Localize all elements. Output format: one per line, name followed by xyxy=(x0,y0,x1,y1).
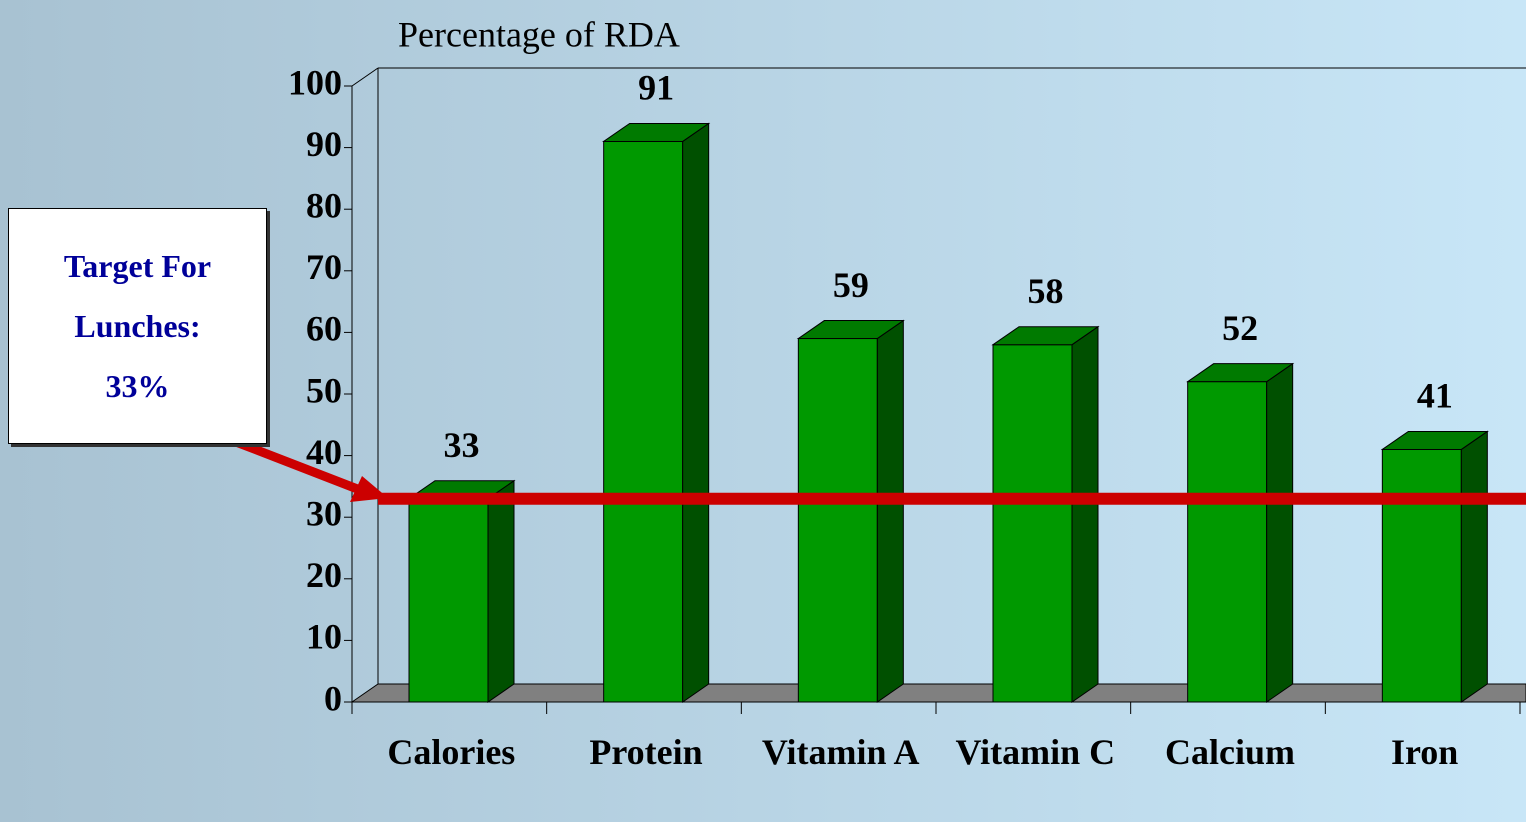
bar-front xyxy=(408,498,489,703)
y-tick-label: 90 xyxy=(306,124,342,164)
bar-side xyxy=(1071,325,1099,703)
bar-side xyxy=(1460,430,1488,703)
x-tick-label: Calcium xyxy=(1165,732,1295,772)
y-tick-label: 80 xyxy=(306,185,342,225)
bar-top xyxy=(991,326,1100,346)
bar-side xyxy=(1266,362,1294,703)
y-tick-label: 30 xyxy=(306,493,342,533)
value-label: 59 xyxy=(833,265,869,305)
bar-front xyxy=(1187,381,1268,703)
chart-title: Percentage of RDA xyxy=(398,14,680,54)
bar-front xyxy=(797,338,878,703)
y-tick-label: 40 xyxy=(306,432,342,472)
wall-edge xyxy=(351,67,379,87)
x-tick-label: Calories xyxy=(387,732,516,772)
bar-front xyxy=(992,344,1073,703)
x-tick-label: Vitamin C xyxy=(955,732,1116,772)
y-tick-label: 10 xyxy=(306,617,342,657)
bar-top xyxy=(1186,363,1295,383)
x-tick-label: Vitamin A xyxy=(761,732,920,772)
bar-side xyxy=(682,122,710,703)
y-tick-label: 20 xyxy=(306,555,342,595)
y-tick-label: 100 xyxy=(288,62,342,102)
y-tick-label: 70 xyxy=(306,247,342,287)
x-tick-label: Protein xyxy=(589,732,703,772)
value-label: 91 xyxy=(638,68,674,108)
bar-top xyxy=(602,122,711,142)
value-label: 52 xyxy=(1222,308,1258,348)
target-label: Target For Lunches: 33% xyxy=(63,248,212,404)
bar-top xyxy=(796,320,905,340)
y-tick-label: 50 xyxy=(306,370,342,410)
target-box: Target For Lunches: 33% xyxy=(8,208,267,444)
bar-front xyxy=(603,140,684,703)
y-tick-label: 60 xyxy=(306,309,342,349)
value-label: 58 xyxy=(1028,271,1064,311)
bar-side xyxy=(876,319,904,703)
floor xyxy=(350,683,1526,703)
y-tick-label: 0 xyxy=(324,678,342,718)
value-label: 33 xyxy=(444,425,480,465)
value-label: 41 xyxy=(1417,376,1453,416)
bar-side xyxy=(487,479,515,703)
bar-front xyxy=(1381,448,1462,703)
x-tick-label: Iron xyxy=(1390,732,1459,772)
bar-top xyxy=(1380,430,1489,450)
arrow-head xyxy=(350,476,388,502)
arrow-shaft xyxy=(234,437,362,495)
